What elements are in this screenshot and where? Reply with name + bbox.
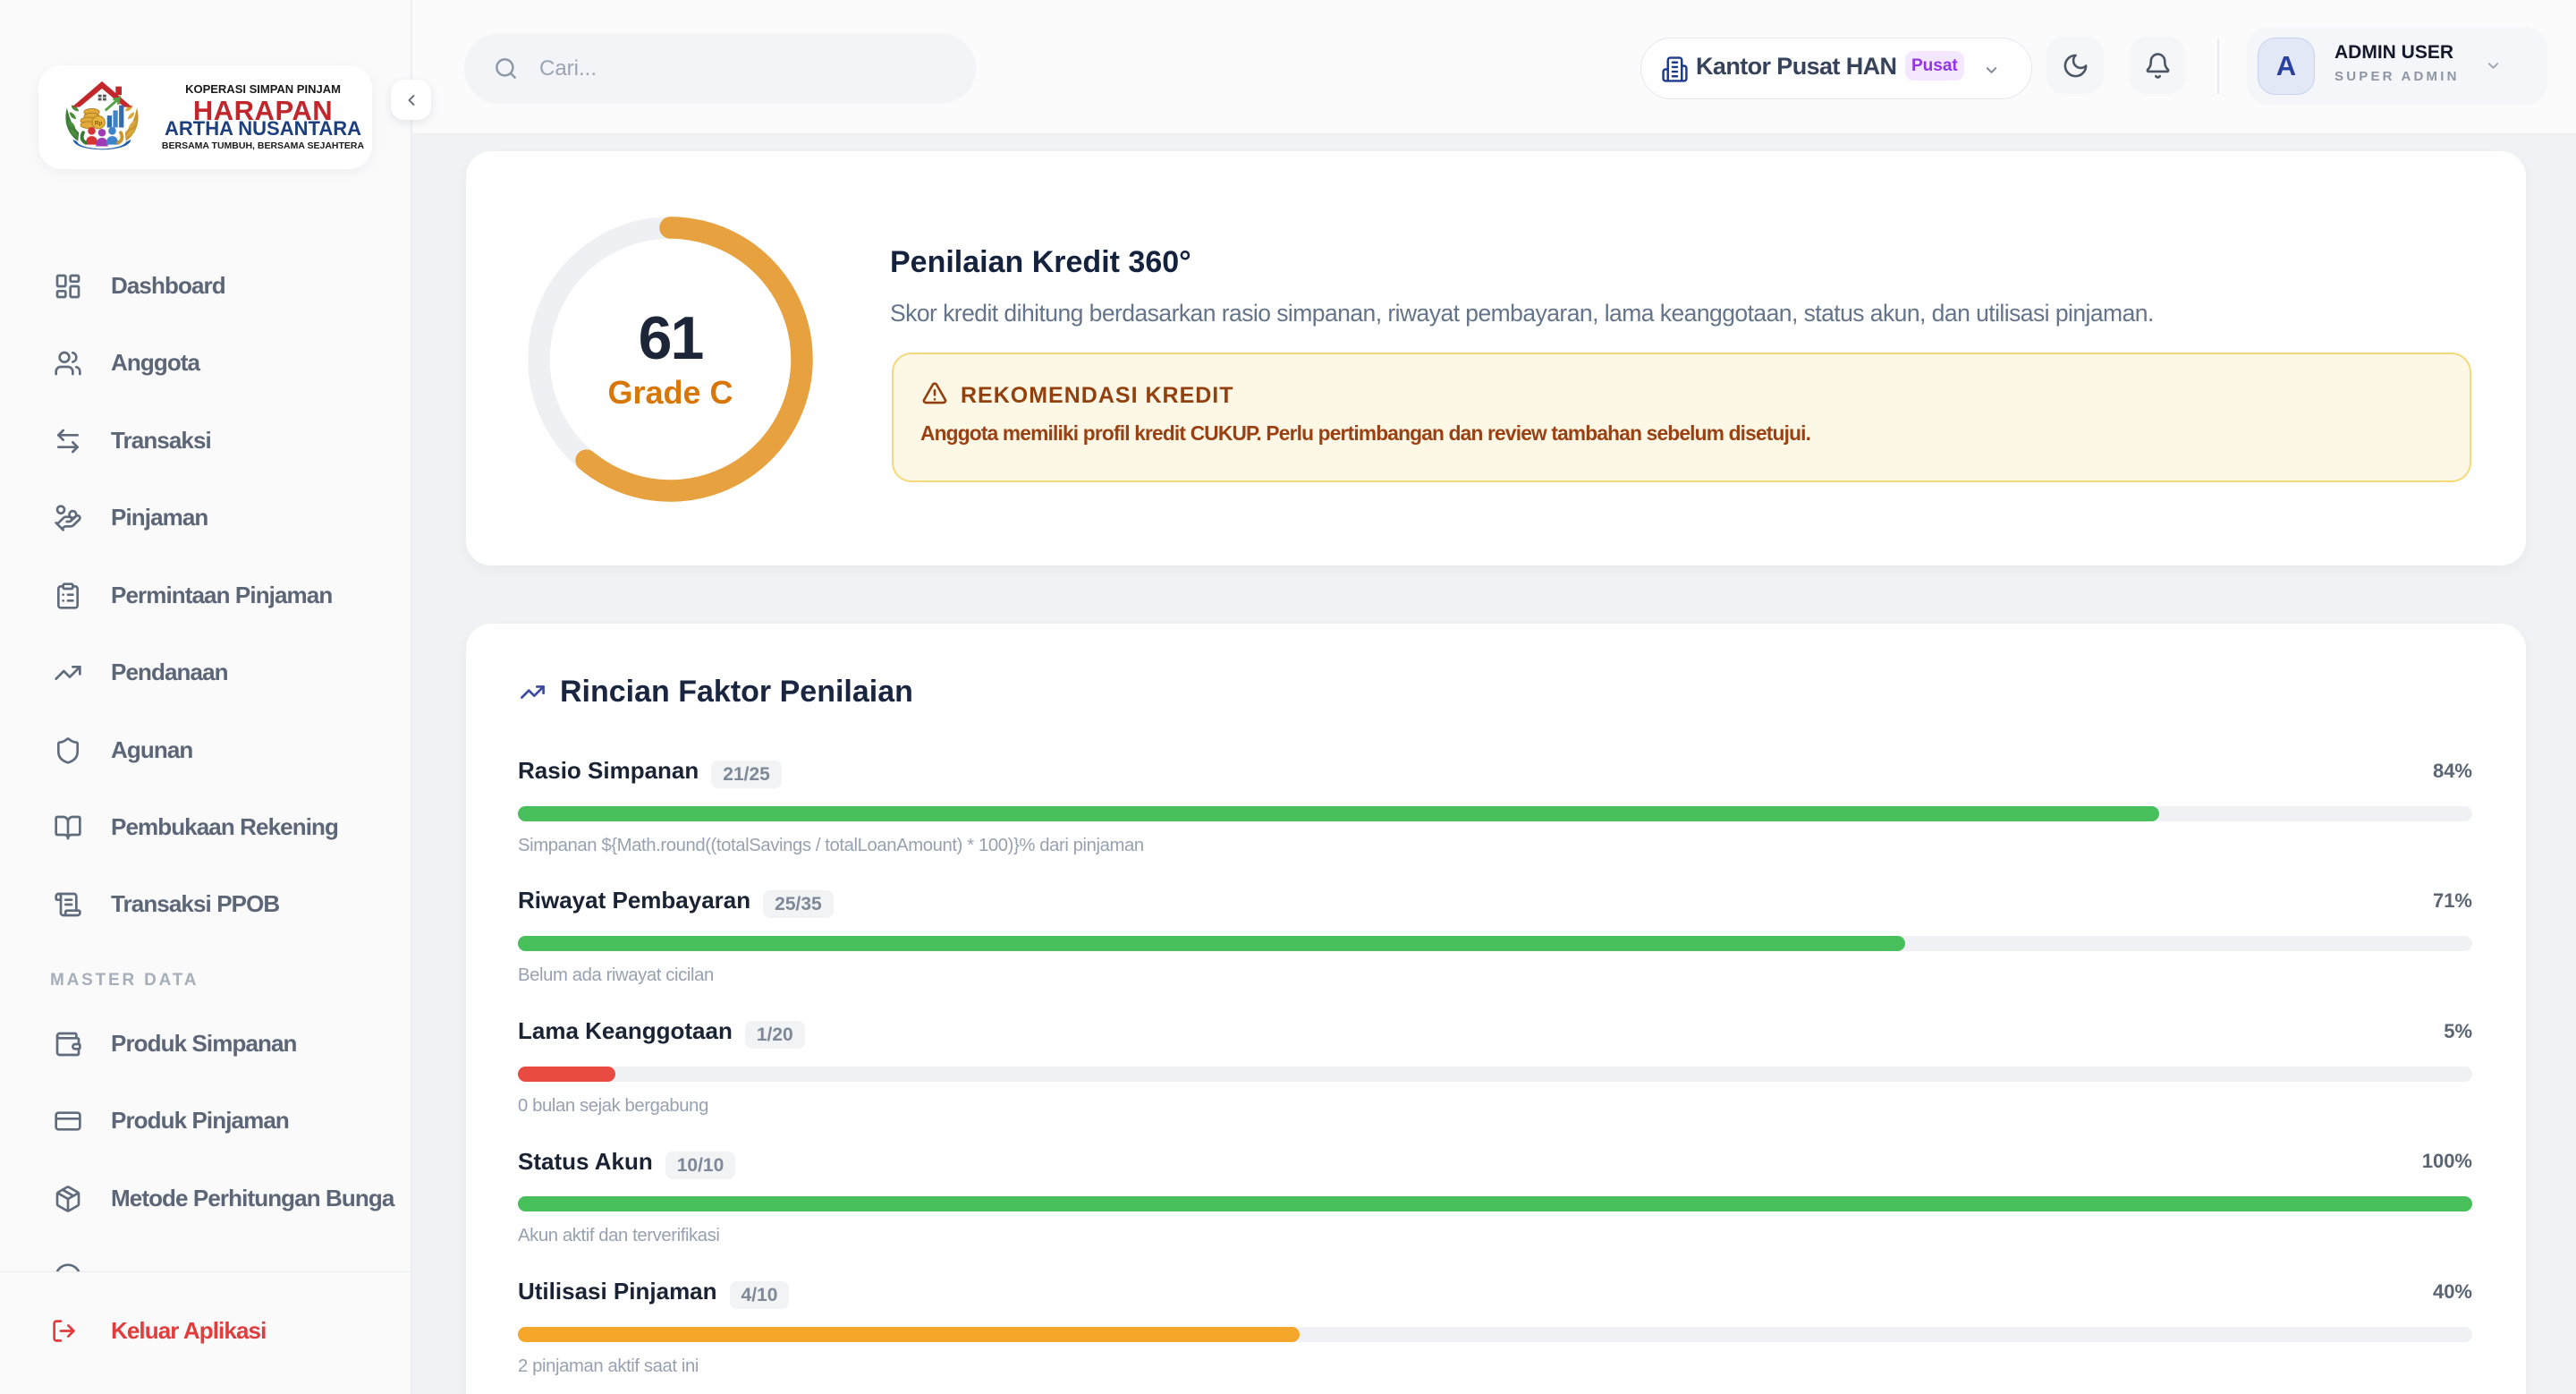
svg-text:Rp: Rp bbox=[95, 121, 103, 127]
